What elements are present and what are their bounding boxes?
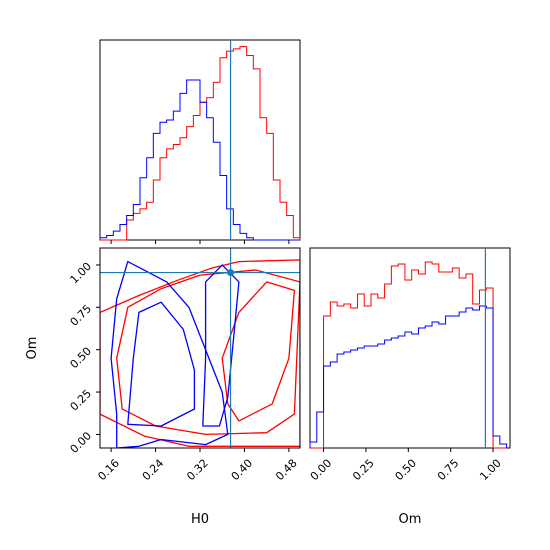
om-histogram-xtick-label-2: 0.50 — [393, 457, 420, 484]
contour-blue-level-1 — [127, 301, 196, 427]
contour-frame — [99, 247, 301, 449]
om-histogram-red-series — [310, 261, 507, 449]
contour-ytick-label-3: 0.75 — [68, 302, 95, 329]
contour-red-level-1 — [116, 269, 300, 436]
contour-xtick-label-3: 0.40 — [229, 457, 256, 484]
contour-red-level-2 — [221, 281, 296, 422]
h0-axis-label: H0 — [191, 512, 209, 527]
om-histogram-axis-label: Om — [399, 512, 422, 527]
om-histogram-blue-series — [309, 305, 508, 448]
om-histogram-frame — [309, 247, 511, 449]
contour-ytick-label-4: 1.00 — [68, 260, 95, 287]
h0-histogram-blue-series — [99, 79, 300, 241]
h0-histogram-panel — [99, 39, 301, 244]
h0-om-contour-panel: 0.16 0.24 0.32 0.40 0.48 0.00 0.25 0.50 0.75 1.00… — [25, 247, 301, 527]
contour-blue-level-2 — [202, 264, 240, 427]
truth-point-marker — [227, 269, 235, 277]
contour-blue-level-0 — [110, 260, 229, 448]
contour-ytick-label-2: 0.50 — [68, 345, 95, 372]
om-histogram-xtick-label-0: 0.00 — [308, 457, 335, 484]
contour-xtick-label-2: 0.32 — [184, 457, 211, 484]
om-histogram-xtick-label-1: 0.25 — [350, 457, 377, 484]
h0-histogram-frame — [99, 39, 301, 241]
contour-ytick-label-1: 0.25 — [68, 387, 95, 414]
contour-plot-area — [100, 248, 300, 448]
contour-xtick-label-0: 0.16 — [95, 457, 122, 484]
om-histogram-xtick-label-4: 1.00 — [477, 457, 504, 484]
contour-ytick-label-0: 0.00 — [68, 429, 95, 456]
om-histogram-panel: 0.00 0.25 0.50 0.75 1.00 Om — [308, 247, 511, 527]
contour-xtick-label-1: 0.24 — [140, 457, 167, 484]
contour-xtick-label-4: 0.48 — [273, 457, 300, 484]
om-histogram-xtick-label-3: 0.75 — [435, 457, 462, 484]
h0-histogram-red-series — [100, 46, 301, 241]
om-axis-label: Om — [25, 337, 40, 360]
contour-red-level-0 — [100, 259, 300, 447]
